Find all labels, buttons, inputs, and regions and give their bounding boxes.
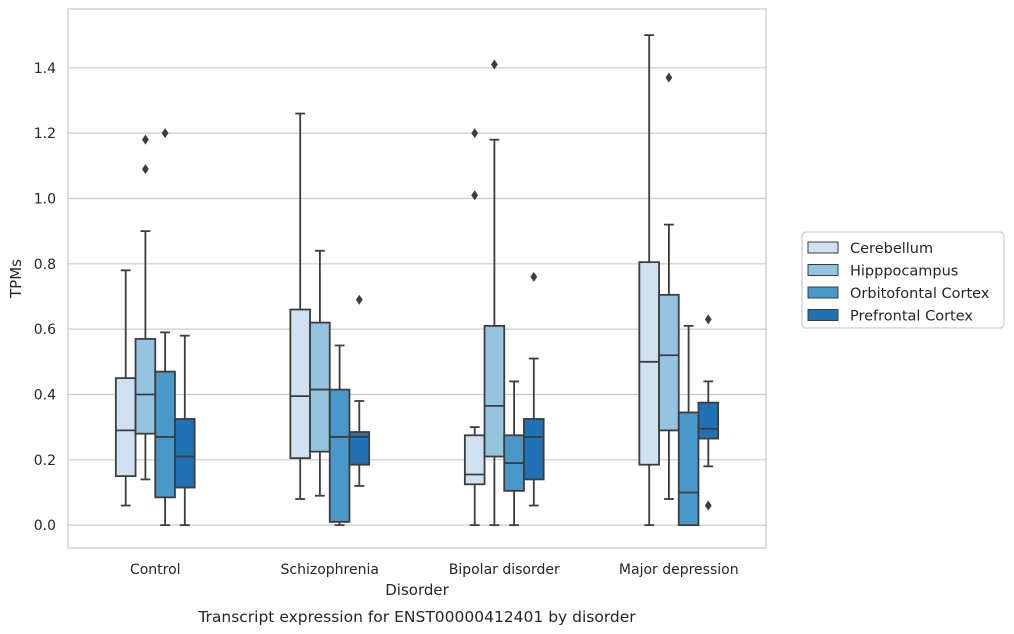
y-tick-label: 0.8 [34, 257, 56, 273]
y-tick-label: 1.2 [34, 126, 56, 142]
outlier-point [665, 72, 673, 83]
y-tick-label: 0.2 [34, 453, 56, 469]
y-tick-label: 1.4 [34, 61, 56, 77]
box-iqr [174, 418, 196, 489]
box-hipppocampus [134, 134, 157, 481]
box-cerebellum [289, 112, 311, 500]
y-tick-label: 0.0 [34, 518, 56, 534]
y-tick-label: 1.0 [34, 191, 56, 207]
outlier-point [142, 164, 149, 175]
x-tick-label: Schizophrenia [281, 562, 379, 578]
legend-label: Hipppocampus [850, 264, 958, 280]
box-iqr [658, 293, 680, 432]
box-iqr [309, 321, 331, 453]
chart-caption: Transcript expression for ENST0000041240… [197, 608, 636, 626]
box-orbitofontal-cortex [503, 380, 525, 527]
box-prefrontal-cortex [697, 314, 720, 511]
box-prefrontal-cortex [523, 271, 545, 507]
legend-swatch [807, 309, 839, 321]
plot-frame [67, 8, 767, 549]
box-orbitofontal-cortex [328, 344, 351, 527]
box-iqr [483, 324, 506, 458]
box-hipppocampus [309, 249, 331, 497]
outlier-point [471, 190, 479, 201]
y-tick-label: 0.6 [34, 322, 56, 338]
box-cerebellum [463, 128, 486, 527]
legend-swatch [807, 264, 839, 276]
box-iqr [328, 388, 351, 523]
box-iqr [289, 308, 311, 460]
outlier-point [161, 128, 169, 139]
box-iqr [134, 338, 157, 435]
x-axis-label: Disorder [385, 581, 449, 599]
outlier-point [530, 271, 538, 282]
legend-swatch [807, 286, 839, 299]
box-iqr [523, 418, 545, 481]
box-iqr [114, 377, 137, 478]
y-tick-label: 0.4 [34, 387, 56, 403]
box-prefrontal-cortex [174, 334, 196, 527]
box-iqr [463, 434, 486, 486]
y-axis-ticks: 0.0 0.2 0.4 0.6 0.8 1.0 1.2 1.4 [34, 61, 56, 534]
outlier-point [491, 59, 498, 70]
outlier-point [142, 134, 149, 145]
outlier-point [355, 294, 363, 305]
y-axis-label: TPMs [7, 259, 25, 299]
outlier-point [704, 500, 712, 511]
legend-label: Prefrontal Cortex [850, 309, 973, 325]
legend-frame [801, 231, 1005, 329]
box-hipppocampus [658, 72, 680, 500]
box-prefrontal-cortex [348, 294, 371, 487]
box-iqr [638, 261, 660, 466]
box-iqr [677, 411, 700, 527]
legend-label: Cerebellum [850, 241, 933, 257]
outlier-point [471, 128, 479, 139]
box-orbitofontal-cortex [677, 324, 700, 527]
box-iqr [348, 431, 371, 466]
box-orbitofontal-cortex [154, 128, 176, 527]
box-hipppocampus [483, 59, 506, 527]
outlier-point [704, 314, 712, 325]
box-iqr [154, 370, 176, 499]
box-cerebellum [114, 269, 137, 507]
box-iqr [697, 401, 720, 440]
x-tick-label: Bipolar disorder [449, 562, 560, 578]
x-axis-ticks: Control Schizophrenia Bipolar disorder Majo… [130, 562, 739, 578]
legend-swatch [807, 241, 839, 254]
legend-label: Orbitofontal Cortex [850, 286, 990, 302]
x-tick-label: Control [130, 562, 181, 578]
boxes [114, 34, 720, 527]
legend: Cerebellum Hipppocampus Orbitofontal Corte… [801, 231, 1005, 329]
box-cerebellum [638, 34, 660, 527]
x-tick-label: Major depression [619, 562, 739, 578]
